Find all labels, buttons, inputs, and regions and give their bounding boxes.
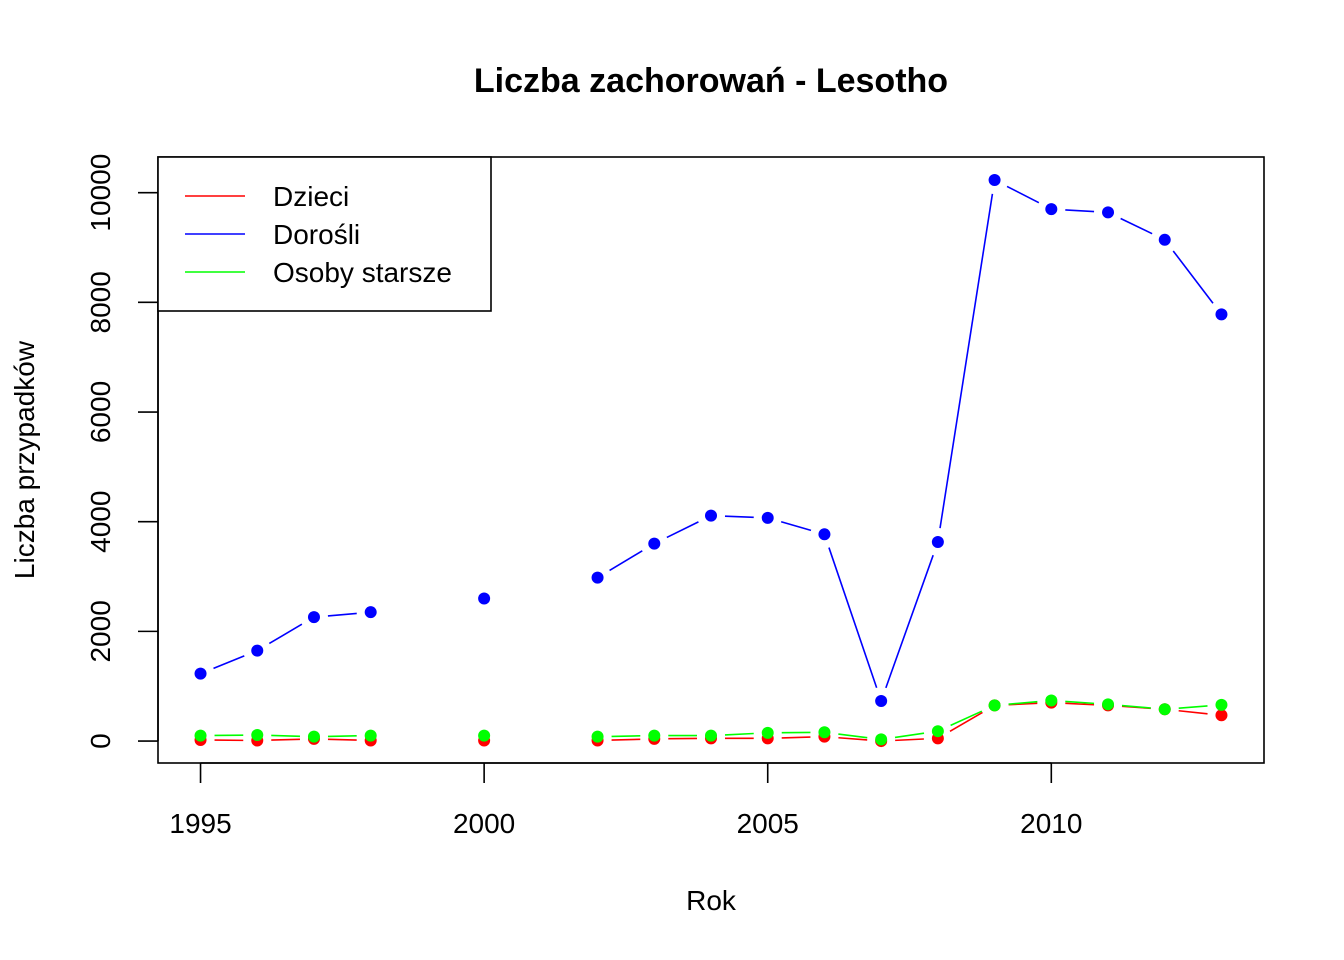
series-line-segment (271, 738, 301, 741)
data-point (1045, 694, 1058, 707)
data-point (1158, 703, 1171, 716)
data-point (251, 729, 264, 742)
data-point (591, 571, 604, 584)
chart-title: Liczba zachorowań - Lesotho (474, 62, 948, 100)
legend-label: Dzieci (273, 181, 349, 212)
series-line-segment (611, 735, 641, 738)
series-line-segment (828, 547, 878, 689)
data-point (307, 611, 320, 624)
x-tick-label: 2000 (453, 808, 515, 839)
series-line-segment (271, 734, 301, 738)
series-line-segment (885, 554, 934, 689)
series-line-segment (894, 732, 925, 739)
data-point (364, 606, 377, 619)
data-point (478, 729, 491, 742)
y-tick-label: 4000 (85, 491, 116, 553)
data-point (875, 733, 888, 746)
series-line-segment (724, 515, 754, 519)
series-line-segment (1006, 185, 1040, 204)
legend-label: Dorośli (273, 219, 360, 250)
data-point (761, 511, 774, 524)
series-line-segment (1172, 250, 1214, 304)
series-line-segment (1008, 700, 1038, 705)
series-line-segment (1178, 709, 1208, 715)
series-line-segment (609, 550, 643, 572)
data-point (818, 726, 831, 739)
series-line-segment (268, 623, 303, 645)
series-line-segment (213, 655, 245, 670)
legend-label: Osoby starsze (273, 257, 452, 288)
series-line-segment (1065, 700, 1095, 705)
data-point (194, 667, 207, 680)
data-point (1158, 233, 1171, 246)
series-line-segment (1120, 217, 1153, 235)
data-point (1215, 709, 1228, 722)
data-point (251, 644, 264, 657)
plot-content (194, 174, 1228, 748)
data-point (761, 726, 774, 739)
series-line-segment (1065, 209, 1095, 213)
series-2 (194, 694, 1228, 746)
series-line-segment (949, 711, 983, 732)
series-line-segment (781, 736, 811, 739)
x-tick-label: 2010 (1020, 808, 1082, 839)
data-point (1102, 698, 1115, 711)
x-axis: 1995 2000 2005 2010 (169, 762, 1082, 839)
data-point (648, 729, 661, 742)
y-axis: 0 2000 4000 6000 8000 10000 (85, 154, 159, 749)
data-point (988, 699, 1001, 712)
series-line-segment (1121, 704, 1151, 709)
plot-frame (157, 156, 1265, 764)
data-point (1102, 206, 1115, 219)
series-line-segment (724, 732, 754, 736)
y-tick-label: 10000 (85, 154, 116, 232)
y-tick-label: 0 (85, 733, 116, 749)
data-point (875, 695, 888, 708)
data-point (1215, 698, 1228, 711)
y-tick-label: 6000 (85, 381, 116, 443)
data-point (931, 725, 944, 738)
x-tick-label: 2005 (737, 808, 799, 839)
series-line-segment (780, 520, 812, 532)
series-line-segment (327, 738, 357, 741)
series-line-segment (838, 733, 868, 739)
series-line-segment (327, 612, 357, 617)
series-line-segment (327, 735, 357, 738)
y-tick-label: 8000 (85, 271, 116, 333)
series-line-segment (611, 738, 641, 741)
data-point (931, 535, 944, 548)
data-point (988, 174, 1001, 187)
series-line-segment (1178, 705, 1208, 709)
series-line-segment (666, 521, 699, 539)
series-line-segment (1065, 702, 1095, 706)
data-point (1215, 308, 1228, 321)
x-axis-label: Rok (686, 885, 737, 916)
series-1 (194, 174, 1228, 708)
y-tick-label: 2000 (85, 600, 116, 662)
data-point (1045, 203, 1058, 216)
data-point (648, 537, 661, 550)
y-axis-label: Liczba przypadków (9, 340, 40, 579)
data-point (591, 730, 604, 743)
x-tick-label: 1995 (169, 808, 231, 839)
series-line-segment (939, 193, 994, 529)
data-point (364, 729, 377, 742)
series-line-segment (950, 710, 983, 727)
legend: Dzieci Dorośli Osoby starsze (157, 156, 492, 312)
data-point (705, 729, 717, 742)
data-point (194, 729, 207, 742)
data-point (818, 528, 831, 541)
data-point (478, 592, 491, 605)
series-line-segment (895, 738, 924, 742)
series-line-segment (838, 736, 868, 741)
data-point (705, 509, 717, 522)
data-point (307, 730, 320, 743)
